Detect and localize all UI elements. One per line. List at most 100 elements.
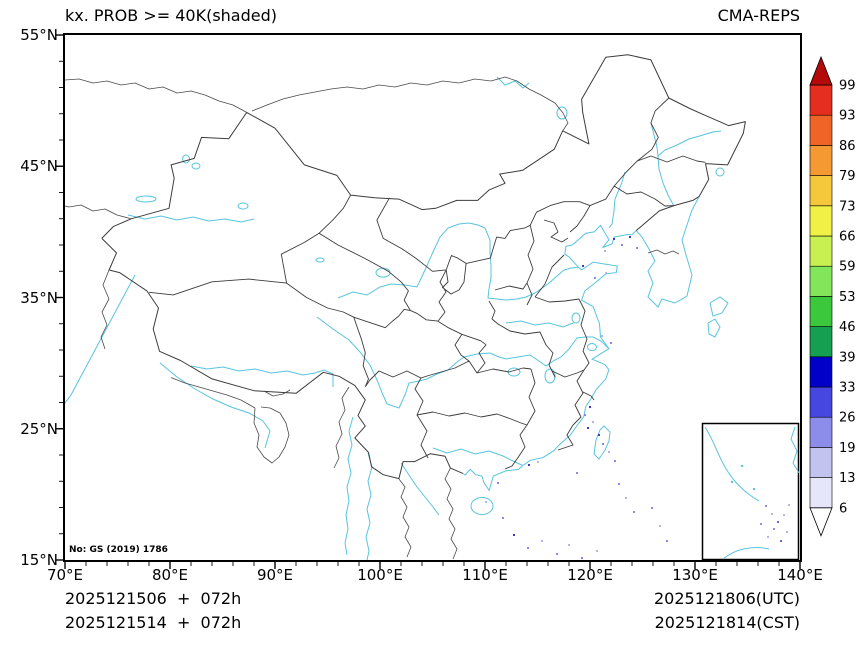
- probability-shading-dots: [485, 236, 668, 559]
- colorbar-tick-label: 13: [839, 471, 856, 486]
- inset-shading-dot: [773, 528, 775, 530]
- map-license-note: No: GS (2019) 1786: [69, 545, 168, 555]
- shading-dot: [587, 427, 589, 429]
- colorbar-tick-label: 33: [839, 381, 856, 396]
- shading-dot: [651, 507, 653, 509]
- shading-dot: [592, 421, 594, 423]
- inset-shading-dot: [753, 488, 755, 490]
- inset-shading-dot: [765, 505, 767, 507]
- inset-shading-dot: [771, 513, 773, 515]
- shading-dot: [614, 460, 616, 462]
- colorbar-tick-label: 46: [839, 320, 856, 335]
- shading-dot: [659, 525, 661, 527]
- shading-dot: [502, 517, 504, 519]
- x-tick-label: 130°E: [672, 566, 718, 584]
- shading-dot: [485, 501, 487, 503]
- inset-shading-dot: [780, 540, 782, 542]
- province-borders: [148, 97, 706, 470]
- shading-dot: [497, 482, 499, 484]
- inset-shading-dot: [777, 521, 779, 523]
- shading-dot: [584, 414, 586, 416]
- shading-dot: [621, 244, 623, 246]
- colorbar-segment: [809, 447, 833, 478]
- colorbar-segment: [809, 265, 833, 297]
- national-border: [101, 54, 746, 480]
- shading-dot: [528, 464, 530, 466]
- colorbar-segment: [809, 84, 833, 116]
- inset-shading-dot: [767, 536, 769, 538]
- inset-shading-dots: [731, 465, 790, 542]
- x-tick-label: 140°E: [777, 566, 823, 584]
- colorbar-tick-label: 53: [839, 290, 856, 305]
- shading-dot: [636, 247, 638, 249]
- x-tick-label: 110°E: [462, 566, 508, 584]
- init-time-utc: 2025121506 + 072h: [65, 589, 242, 608]
- colorbar-tick-label: 59: [839, 260, 856, 275]
- inset-shading-dot: [741, 465, 743, 467]
- shading-dot: [582, 265, 584, 267]
- coastline-rivers: [65, 76, 729, 560]
- y-tick-label: 35°N: [20, 288, 58, 307]
- inset-shading-dot: [783, 514, 785, 516]
- colorbar-tick-label: 19: [839, 441, 856, 456]
- plot-title: kx. PROB >= 40K(shaded): [65, 6, 277, 25]
- init-time-cst: 2025121514 + 072h: [65, 613, 242, 632]
- shading-dot: [589, 406, 591, 408]
- inset-shading-dot: [788, 504, 790, 506]
- colorbar-tick-label: 39: [839, 350, 856, 365]
- y-tick-label: 25°N: [20, 419, 58, 438]
- shading-dot: [513, 534, 515, 536]
- y-tick-label: 45°N: [20, 157, 58, 176]
- inset-border: [701, 422, 800, 560]
- valid-time-cst: 2025121814(CST): [654, 613, 800, 632]
- shading-dot: [537, 461, 539, 463]
- colorbar-extend-below: [809, 507, 833, 537]
- colorbar-segment: [809, 205, 833, 237]
- shading-dot: [613, 238, 615, 240]
- inset-coastline: [704, 426, 800, 560]
- south-china-sea-inset: [701, 422, 800, 560]
- colorbar-tick-label: 99: [839, 79, 856, 94]
- shading-dot: [625, 497, 627, 499]
- shading-dot: [608, 451, 610, 453]
- shading-dot: [618, 483, 620, 485]
- shading-dot: [527, 547, 529, 549]
- colorbar-segment: [809, 386, 833, 418]
- shading-dot: [598, 434, 600, 436]
- shading-dot: [594, 277, 596, 279]
- colorbar-segment: [809, 356, 833, 388]
- model-name: CMA-REPS: [717, 6, 800, 25]
- inset-shading-dot: [760, 523, 762, 525]
- colorbar-segment: [809, 175, 833, 207]
- shading-dot: [602, 443, 604, 445]
- colorbar-tick-label: 26: [839, 411, 856, 426]
- shading-dot: [576, 472, 578, 474]
- shading-dot: [610, 342, 612, 344]
- shading-dot: [556, 553, 558, 555]
- shading-dot: [666, 540, 668, 542]
- foreign-borders: [65, 76, 680, 560]
- taiwan-island: [593, 425, 611, 460]
- shading-dot: [581, 557, 583, 559]
- shading-dot: [541, 540, 543, 542]
- shading-dot: [633, 511, 635, 513]
- x-tick-label: 90°E: [256, 566, 294, 584]
- x-tick-label: 70°E: [46, 566, 84, 584]
- colorbar-tick-label: 66: [839, 230, 856, 245]
- colorbar-segment: [809, 296, 833, 327]
- x-tick-label: 100°E: [357, 566, 403, 584]
- y-tick-label: 15°N: [20, 551, 58, 569]
- hainan-island: [470, 497, 494, 515]
- shading-dot: [629, 236, 631, 238]
- colorbar-segment: [809, 477, 833, 509]
- shading-dot: [596, 550, 598, 552]
- shading-dot: [568, 544, 570, 546]
- colorbar-segment: [809, 114, 833, 146]
- x-tick-label: 80°E: [151, 566, 189, 584]
- colorbar-segment: [809, 235, 833, 267]
- shading-dot: [601, 335, 603, 337]
- colorbar-tick-label: 86: [839, 139, 856, 154]
- colorbar-extend-above: [809, 55, 833, 86]
- y-tick-label: 55°N: [20, 26, 58, 44]
